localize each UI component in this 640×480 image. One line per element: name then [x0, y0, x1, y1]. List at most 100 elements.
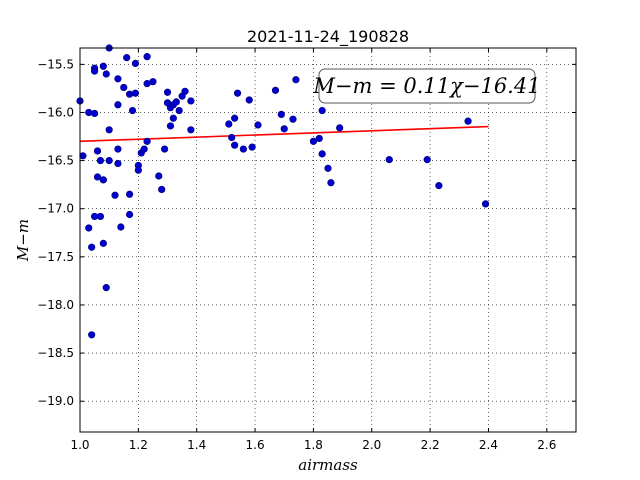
data-point	[231, 141, 239, 149]
data-point	[126, 90, 134, 98]
data-point	[423, 156, 431, 164]
data-point	[336, 124, 344, 132]
data-point	[181, 87, 189, 95]
grid-lines	[80, 48, 576, 432]
data-point	[233, 89, 242, 97]
data-point	[149, 78, 157, 86]
data-point	[172, 98, 180, 106]
data-point	[231, 114, 239, 122]
plot-frame	[79, 47, 577, 433]
data-point	[131, 89, 140, 97]
y-tick-label: −15.5	[37, 57, 74, 71]
data-point	[99, 239, 107, 247]
chart-title: 2021-11-24_190828	[247, 27, 409, 47]
data-point	[464, 117, 472, 125]
data-point	[117, 223, 125, 231]
data-point	[99, 176, 107, 184]
data-point	[90, 109, 99, 118]
x-axis-label: airmass	[298, 456, 358, 474]
y-axis-label: M−m	[14, 219, 32, 262]
data-point	[385, 156, 393, 164]
data-point	[187, 126, 195, 134]
x-tick-label: 1.2	[129, 438, 148, 452]
data-point	[169, 114, 177, 122]
data-point	[126, 190, 134, 198]
fit-equation-label: M−m = 0.11χ−16.41	[312, 74, 540, 98]
data-point	[123, 54, 131, 62]
y-tick-label: −16.0	[37, 105, 74, 119]
data-point	[481, 200, 490, 208]
x-tick-label: 2.6	[537, 438, 556, 452]
data-point	[143, 53, 151, 61]
data-point	[114, 101, 122, 109]
data-point	[88, 331, 96, 339]
data-point	[88, 243, 96, 251]
data-point	[105, 157, 113, 165]
x-tick-label: 1.6	[246, 438, 265, 452]
data-point	[90, 67, 99, 75]
data-point	[280, 125, 288, 133]
axis-ticks: 1.0 1.2 1.4 1.6 1.8 2.0 2.2 2.4 2.6 −15.5 −16.0 −16…	[37, 48, 576, 452]
data-point	[128, 106, 137, 115]
data-point	[315, 134, 323, 143]
data-point	[158, 185, 166, 194]
y-tick-label: −19.0	[37, 394, 74, 408]
x-tick-label: 1.0	[70, 438, 89, 452]
x-tick-label: 2.0	[362, 438, 381, 452]
data-point	[102, 70, 110, 78]
y-tick-label: −17.5	[37, 250, 74, 264]
x-tick-label: 2.2	[421, 438, 440, 452]
data-point	[292, 76, 300, 84]
data-point	[309, 137, 318, 145]
data-point	[79, 152, 87, 160]
x-tick-label: 2.4	[479, 438, 498, 452]
y-tick-label: −18.0	[37, 298, 74, 312]
data-point	[140, 145, 148, 153]
fit-equation-box: M−m = 0.11χ−16.41	[312, 68, 541, 104]
y-tick-label: −17.0	[37, 202, 74, 216]
data-point	[327, 179, 335, 187]
data-point	[228, 133, 236, 142]
data-point	[85, 224, 93, 232]
data-point	[175, 106, 183, 115]
data-point	[114, 75, 122, 83]
data-point	[131, 59, 140, 67]
data-point	[96, 157, 105, 165]
data-point	[245, 96, 253, 104]
fit-equation-frame	[318, 68, 536, 104]
data-point	[99, 62, 107, 70]
data-point	[143, 137, 151, 145]
data-point	[134, 166, 142, 174]
data-point	[111, 191, 119, 199]
data-point	[277, 110, 285, 119]
data-point	[239, 145, 247, 153]
data-point	[126, 210, 134, 219]
data-point	[96, 212, 105, 221]
x-tick-label: 1.8	[304, 438, 323, 452]
data-point	[161, 145, 169, 153]
data-point	[102, 284, 110, 292]
data-point	[318, 106, 326, 115]
data-point	[105, 126, 113, 134]
data-point	[155, 172, 163, 180]
data-point	[93, 147, 102, 155]
data-point	[93, 173, 102, 181]
data-point	[225, 120, 233, 128]
data-point	[85, 108, 93, 117]
data-point	[289, 115, 297, 123]
data-point	[435, 182, 443, 190]
data-point	[120, 83, 128, 92]
data-point	[324, 164, 332, 172]
data-point	[166, 122, 175, 130]
data-point	[248, 143, 256, 151]
data-point	[254, 121, 262, 129]
data-point	[187, 97, 195, 105]
plot-area	[80, 48, 576, 432]
data-point	[271, 86, 280, 94]
x-tick-label: 1.4	[187, 438, 206, 452]
data-point	[163, 88, 172, 96]
data-point	[114, 145, 122, 153]
data-point	[318, 150, 326, 158]
data-points	[76, 44, 490, 339]
